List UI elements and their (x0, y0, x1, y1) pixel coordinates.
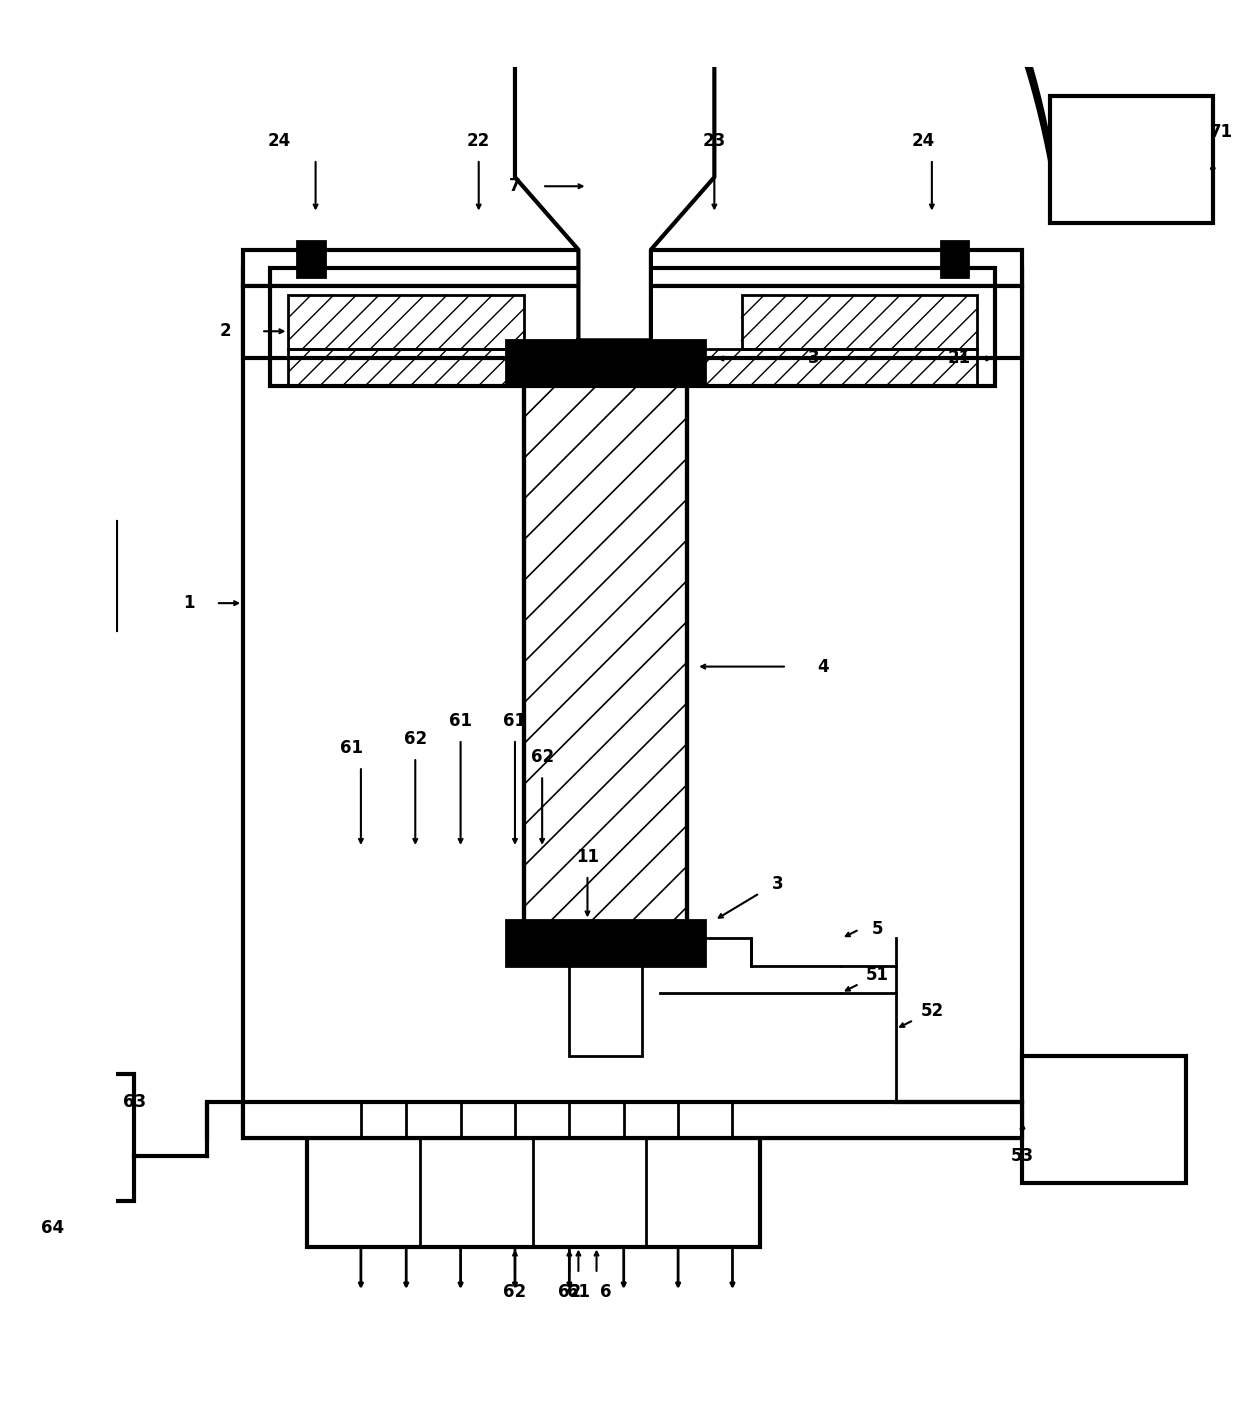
Bar (742, 294, 977, 350)
Bar (243, 1102, 1023, 1138)
Bar (298, 240, 325, 277)
Bar (243, 250, 1023, 286)
Text: 62: 62 (531, 748, 554, 766)
Text: 6: 6 (600, 1283, 611, 1301)
Bar (525, 377, 687, 939)
Bar (506, 340, 706, 385)
Polygon shape (515, 0, 714, 340)
Text: 7: 7 (510, 178, 521, 195)
Text: 5: 5 (872, 920, 883, 939)
Bar (243, 286, 1023, 358)
Text: 61: 61 (567, 1283, 590, 1301)
Text: 51: 51 (866, 966, 889, 984)
Bar (306, 1138, 760, 1247)
Bar (243, 267, 1023, 1138)
Text: 4: 4 (817, 657, 828, 675)
Text: 24: 24 (268, 132, 291, 149)
Text: 1: 1 (184, 594, 195, 611)
Text: 62: 62 (404, 729, 427, 748)
Text: 71: 71 (1210, 122, 1234, 141)
Text: 63: 63 (123, 1092, 146, 1111)
Bar (1023, 1057, 1185, 1183)
Text: 53: 53 (1011, 1148, 1034, 1165)
Text: 62: 62 (558, 1283, 580, 1301)
Bar (569, 957, 642, 1057)
Text: 3: 3 (808, 350, 820, 367)
Bar (270, 267, 996, 385)
Text: 52: 52 (920, 1003, 944, 1020)
Text: 62: 62 (503, 1283, 527, 1301)
Bar (525, 377, 687, 939)
Bar (0, 522, 117, 630)
Text: 23: 23 (703, 132, 725, 149)
Text: 11: 11 (575, 848, 599, 866)
Text: 61: 61 (340, 739, 363, 757)
Bar (7, 1075, 134, 1202)
Text: 61: 61 (449, 712, 472, 729)
Bar (525, 377, 687, 939)
Bar (1050, 95, 1213, 222)
Text: 64: 64 (41, 1220, 64, 1237)
Text: 21: 21 (947, 350, 971, 367)
Text: 2: 2 (219, 323, 231, 340)
Bar (289, 350, 977, 385)
Text: 24: 24 (911, 132, 935, 149)
Text: 22: 22 (467, 132, 490, 149)
Text: 3: 3 (773, 875, 784, 893)
Bar (941, 240, 968, 277)
Text: 61: 61 (503, 712, 527, 729)
Bar (506, 920, 706, 966)
Bar (289, 294, 525, 350)
